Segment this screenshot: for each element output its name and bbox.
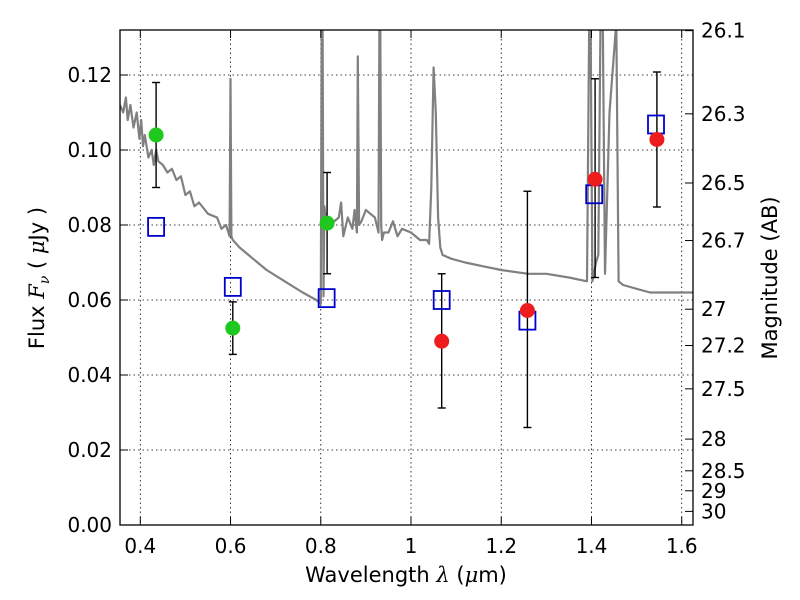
observed-green-point bbox=[225, 320, 241, 336]
model-photometry-point bbox=[432, 290, 451, 310]
y-tick-label: 0.04 bbox=[67, 363, 112, 387]
mag-tick-label: 26.5 bbox=[701, 171, 746, 195]
x-tick-label: 1 bbox=[405, 534, 418, 558]
y-tick-label: 0.02 bbox=[67, 438, 112, 462]
x-tick-label: 1.4 bbox=[576, 534, 608, 558]
x-tick-label: 1.6 bbox=[666, 534, 698, 558]
y-tick-label: 0.06 bbox=[67, 288, 112, 312]
x-tick-label: 0.4 bbox=[124, 534, 156, 558]
y-tick-label: 0.00 bbox=[67, 513, 112, 537]
observed-red-point bbox=[434, 333, 450, 349]
observed-green-point bbox=[319, 215, 335, 231]
y-tick-label: 0.10 bbox=[67, 138, 112, 162]
observed-red-point bbox=[649, 132, 665, 147]
observed-green-point bbox=[148, 127, 164, 143]
mag-tick-label: 26.7 bbox=[701, 229, 746, 253]
x-tick-label: 0.6 bbox=[215, 534, 247, 558]
secondary-y-axis-label: Magnitude (AB) bbox=[758, 196, 782, 359]
mag-tick-label: 26.3 bbox=[701, 102, 746, 126]
model-spectrum-line bbox=[120, 30, 693, 305]
observed-red-point bbox=[587, 171, 603, 187]
y-axis-label: Flux Fν ( μJy ) bbox=[25, 207, 53, 349]
model-photometry-point bbox=[223, 276, 242, 297]
x-tick-label: 1.2 bbox=[485, 534, 517, 558]
x-axis-label: Wavelength λ (μm) bbox=[305, 563, 507, 587]
model-spectrum bbox=[120, 30, 693, 305]
y-tick-label: 0.08 bbox=[67, 213, 112, 237]
data-points bbox=[147, 71, 665, 429]
mag-tick-label: 30 bbox=[701, 499, 726, 523]
mag-tick-label: 27.5 bbox=[701, 377, 746, 401]
mag-tick-label: 29 bbox=[701, 479, 726, 503]
mag-tick-label: 26.1 bbox=[701, 19, 746, 43]
axis-ticks: 0.4 0.6 0.8 1 1.2 1.4 1.6 0.00 0.02 0.04 0.06 0.08 0… bbox=[67, 19, 745, 558]
mag-tick-label: 28 bbox=[701, 427, 726, 451]
y-tick-label: 0.12 bbox=[67, 63, 112, 87]
model-photometry-point bbox=[317, 288, 336, 309]
model-photometry-point bbox=[147, 216, 165, 237]
mag-tick-label: 27.2 bbox=[701, 334, 746, 358]
plot-frame bbox=[119, 29, 694, 526]
x-tick-label: 0.8 bbox=[305, 534, 337, 558]
observed-red-point bbox=[519, 303, 535, 318]
mag-tick-label: 27 bbox=[701, 297, 726, 321]
mag-tick-label: 28.5 bbox=[701, 459, 746, 483]
